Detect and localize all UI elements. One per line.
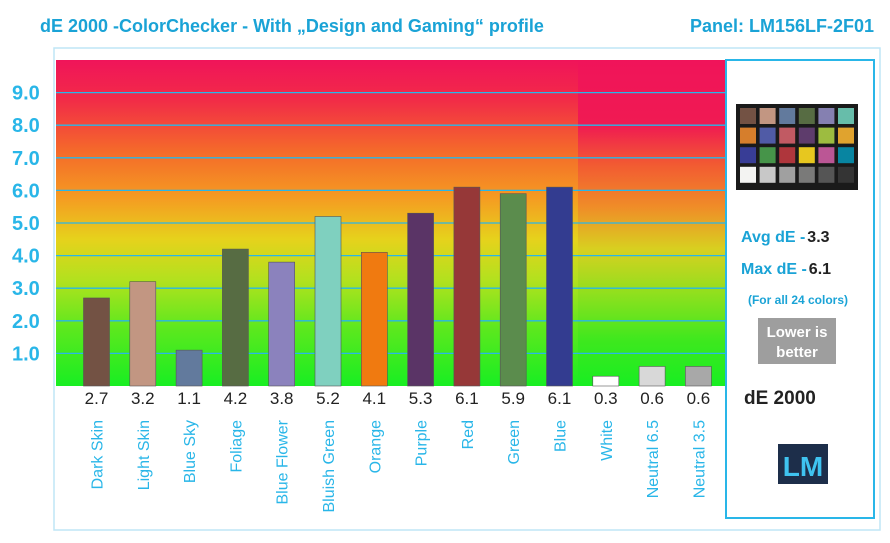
chart-title: dE 2000 -ColorChecker - With „Design and…	[40, 16, 544, 36]
colorchecker-swatch	[779, 147, 796, 164]
category-label: Neutral 3.5	[691, 420, 708, 498]
colors-note: (For all 24 colors)	[748, 293, 848, 307]
colorchecker-swatch	[798, 166, 815, 183]
colorchecker-swatch	[759, 147, 776, 164]
colorchecker-swatch	[798, 108, 815, 124]
lm-logo	[778, 444, 828, 484]
colorchecker-swatch	[759, 108, 776, 124]
value-label: 5.3	[409, 389, 433, 408]
panel-label: Panel: LM156LF-2F01	[690, 16, 874, 36]
category-label: Light Skin	[136, 420, 153, 490]
value-label: 4.1	[362, 389, 386, 408]
category-label: Purple	[414, 420, 431, 466]
value-label: 5.2	[316, 389, 340, 408]
bar-light-skin	[129, 281, 157, 387]
category-label: Green	[506, 420, 523, 464]
category-labels: Dark Skin Light Skin Blue Sky Foliage Blue F…	[90, 419, 709, 512]
category-label: Blue	[553, 420, 570, 452]
category-label: Neutral 6.5	[645, 420, 662, 498]
category-label: White	[599, 420, 616, 461]
value-label: 0.6	[640, 389, 664, 408]
colorchecker-swatch	[838, 127, 854, 144]
lower-is-better-line1: Lower is	[767, 324, 828, 341]
category-label: Blue Flower	[275, 419, 292, 504]
value-label: 2.7	[85, 389, 109, 408]
colorchecker-swatch	[818, 127, 835, 144]
category-label: Foliage	[228, 420, 245, 473]
colorchecker-swatch	[759, 127, 776, 144]
value-label: 0.3	[594, 389, 618, 408]
y-tick-label: 6.0	[12, 180, 40, 202]
chart-frame	[53, 47, 881, 531]
bar-blue	[546, 186, 573, 387]
bar-neutral-3-5	[685, 366, 712, 387]
colorchecker-swatch	[740, 147, 756, 164]
avg-de-label: Avg dE -3.3	[741, 229, 830, 246]
value-label: 5.9	[501, 389, 525, 408]
bar-orange	[360, 252, 388, 387]
colorchecker-swatch	[818, 166, 835, 183]
y-tick-label: 7.0	[12, 148, 40, 170]
colorchecker-swatch	[779, 166, 796, 183]
colorchecker-swatch	[779, 108, 796, 124]
category-label: Red	[460, 420, 477, 449]
max-de-value: 6.1	[809, 261, 831, 278]
value-label: 3.2	[131, 389, 155, 408]
max-de-label: Max dE -6.1	[741, 261, 831, 278]
colorchecker-swatch	[818, 147, 835, 164]
lower-is-better-badge	[758, 318, 836, 364]
avg-de-value: 3.3	[807, 229, 829, 246]
bars	[83, 186, 712, 387]
colorchecker-icon	[736, 104, 858, 190]
colorchecker-swatch	[838, 108, 854, 124]
colorchecker-swatch	[798, 127, 815, 144]
colorchecker-swatch	[740, 166, 756, 183]
colorchecker-swatch	[838, 166, 854, 183]
y-tick-label: 8.0	[12, 115, 40, 137]
colorchecker-swatch	[798, 147, 815, 164]
y-axis: 1.0 2.0 3.0 4.0 5.0 6.0 7.0 8.0 9.0	[12, 83, 40, 366]
value-label: 6.1	[455, 389, 479, 408]
colorchecker-swatch	[779, 127, 796, 144]
value-label: 3.8	[270, 389, 294, 408]
bar-red	[453, 186, 481, 387]
y-tick-label: 2.0	[12, 311, 40, 333]
y-tick-label: 4.0	[12, 246, 40, 268]
colorchecker-swatch	[838, 147, 854, 164]
y-tick-label: 9.0	[12, 83, 40, 105]
value-label: 6.1	[548, 389, 572, 408]
colorchecker-swatch	[740, 127, 756, 144]
bar-blue-flower	[268, 261, 296, 387]
category-label: Blue Sky	[182, 420, 199, 483]
metric-label: dE 2000	[744, 388, 816, 409]
category-label: Orange	[367, 420, 384, 473]
colorchecker-swatch	[759, 166, 776, 183]
colorchecker-frame	[736, 104, 858, 190]
category-label: Dark Skin	[90, 420, 107, 489]
value-label: 0.6	[687, 389, 711, 408]
value-labels: 2.7 3.2 1.1 4.2 3.8 5.2 4.1 5.3 6.1 5.9 6.1 0.3 0.6 0…	[85, 389, 711, 408]
bar-blue-sky	[175, 349, 203, 387]
colorchecker-swatch	[818, 108, 835, 124]
bar-purple	[407, 212, 434, 387]
bar-bluish-green	[314, 216, 342, 387]
bar-green	[499, 193, 527, 387]
grid	[56, 91, 726, 355]
y-tick-label: 5.0	[12, 213, 40, 235]
colorchecker-swatch	[740, 108, 756, 124]
lower-is-better-line2: better	[776, 344, 818, 361]
value-label: 4.2	[224, 389, 248, 408]
value-label: 1.1	[177, 389, 201, 408]
bar-neutral-6-5	[638, 366, 666, 387]
lm-logo-text: LM	[783, 451, 823, 482]
y-tick-label: 1.0	[12, 343, 40, 365]
bar-white	[592, 375, 620, 387]
bar-foliage	[222, 248, 249, 387]
y-tick-label: 3.0	[12, 278, 40, 300]
category-label: Bluish Green	[321, 420, 338, 513]
bar-dark-skin	[83, 297, 110, 387]
